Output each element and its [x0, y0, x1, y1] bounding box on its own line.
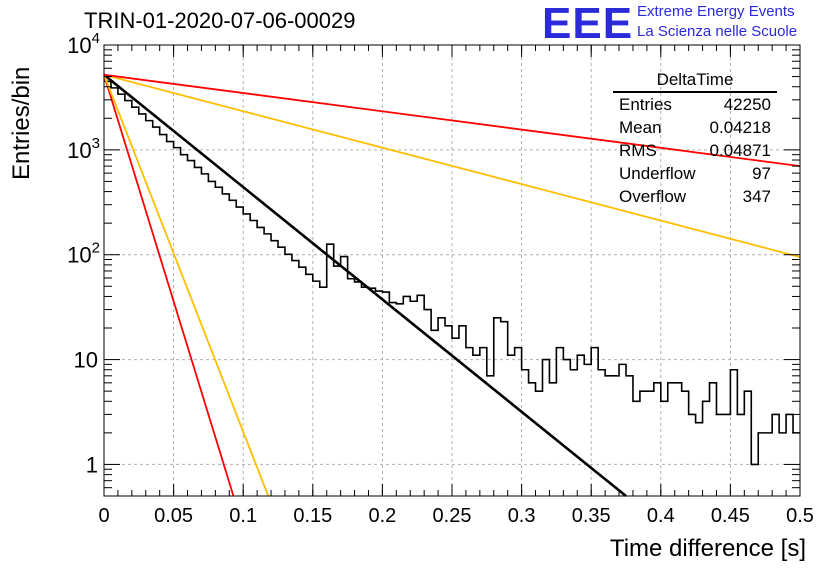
grid-lines	[104, 45, 800, 496]
stats-row-entries: Entries 42250	[611, 93, 779, 116]
stats-value: 0.04218	[709, 118, 771, 137]
plot-title: TRIN-01-2020-07-06-00029	[84, 8, 356, 33]
stats-title: DeltaTime	[656, 70, 734, 89]
stats-divider	[613, 91, 777, 93]
stats-value: 347	[742, 187, 771, 206]
stats-row-mean: Mean 0.04218	[611, 116, 779, 139]
eee-caption-line1: Extreme Energy Events	[637, 3, 795, 20]
stats-value: 97	[752, 164, 771, 183]
x-tick-label: 0.15	[293, 505, 332, 527]
fit-curves	[103, 73, 801, 498]
eee-caption-line2: La Scienza nelle Scuole	[637, 23, 798, 40]
x-tick-label: 0.05	[154, 505, 193, 527]
axes: 0 0.05 0.1 0.15 0.2 0.25 0.3 0.35 0.4 0.45 0.5 1 10 1…	[67, 30, 814, 527]
stats-label: RMS	[619, 141, 657, 160]
stats-box: DeltaTime Entries 42250 Mean 0.04218 RMS…	[611, 70, 779, 208]
x-tick-label: 0.4	[647, 505, 675, 527]
stats-row-overflow: Overflow 347	[611, 185, 779, 208]
stats-rows: Entries 42250 Mean 0.04218 RMS 0.04871 U…	[611, 93, 779, 208]
fit-curve-3	[103, 73, 801, 258]
y-tick-label: 103	[67, 135, 100, 163]
histogram-steps	[104, 80, 800, 466]
x-tick-label: 0.35	[572, 505, 611, 527]
stats-label: Entries	[619, 95, 672, 114]
x-tick-label: 0.1	[229, 505, 257, 527]
stats-label: Underflow	[619, 164, 696, 183]
y-axis-label: Entries/bin	[8, 66, 35, 180]
stats-label: Mean	[619, 118, 662, 137]
x-tick-label: 0.5	[786, 505, 814, 527]
y-tick-label: 104	[67, 30, 100, 58]
fit-curve-0	[103, 73, 627, 498]
y-tick-label: 1	[86, 452, 98, 477]
y-tick-label: 10	[74, 348, 98, 373]
x-tick-label: 0.3	[508, 505, 536, 527]
x-tick-label: 0.25	[433, 505, 472, 527]
stats-row-underflow: Underflow 97	[611, 162, 779, 185]
stats-label: Overflow	[619, 187, 687, 206]
eee-caption: Extreme Energy Events La Scienza nelle S…	[637, 2, 797, 42]
stats-row-rms: RMS 0.04871	[611, 139, 779, 162]
x-tick-label: 0.45	[711, 505, 750, 527]
x-tick-label: 0.2	[368, 505, 396, 527]
stats-value: 0.04871	[709, 141, 771, 160]
fit-curve-4	[103, 73, 801, 167]
x-tick-label: 0	[98, 505, 109, 527]
eee-logo: EEE	[542, 0, 634, 48]
y-tick-label: 102	[67, 240, 100, 268]
x-axis-label: Time difference [s]	[609, 535, 806, 562]
stats-value: 42250	[723, 95, 771, 114]
fit-curve-2	[103, 74, 270, 497]
fit-curve-1	[103, 74, 235, 497]
histogram-layer	[104, 80, 800, 466]
